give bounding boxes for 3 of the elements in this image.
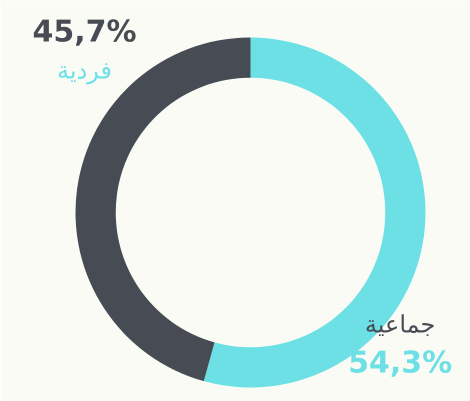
slice-label: فردية [57,56,112,84]
data-label: 45,7% [32,14,137,50]
data-label: 54,3% [348,346,452,380]
